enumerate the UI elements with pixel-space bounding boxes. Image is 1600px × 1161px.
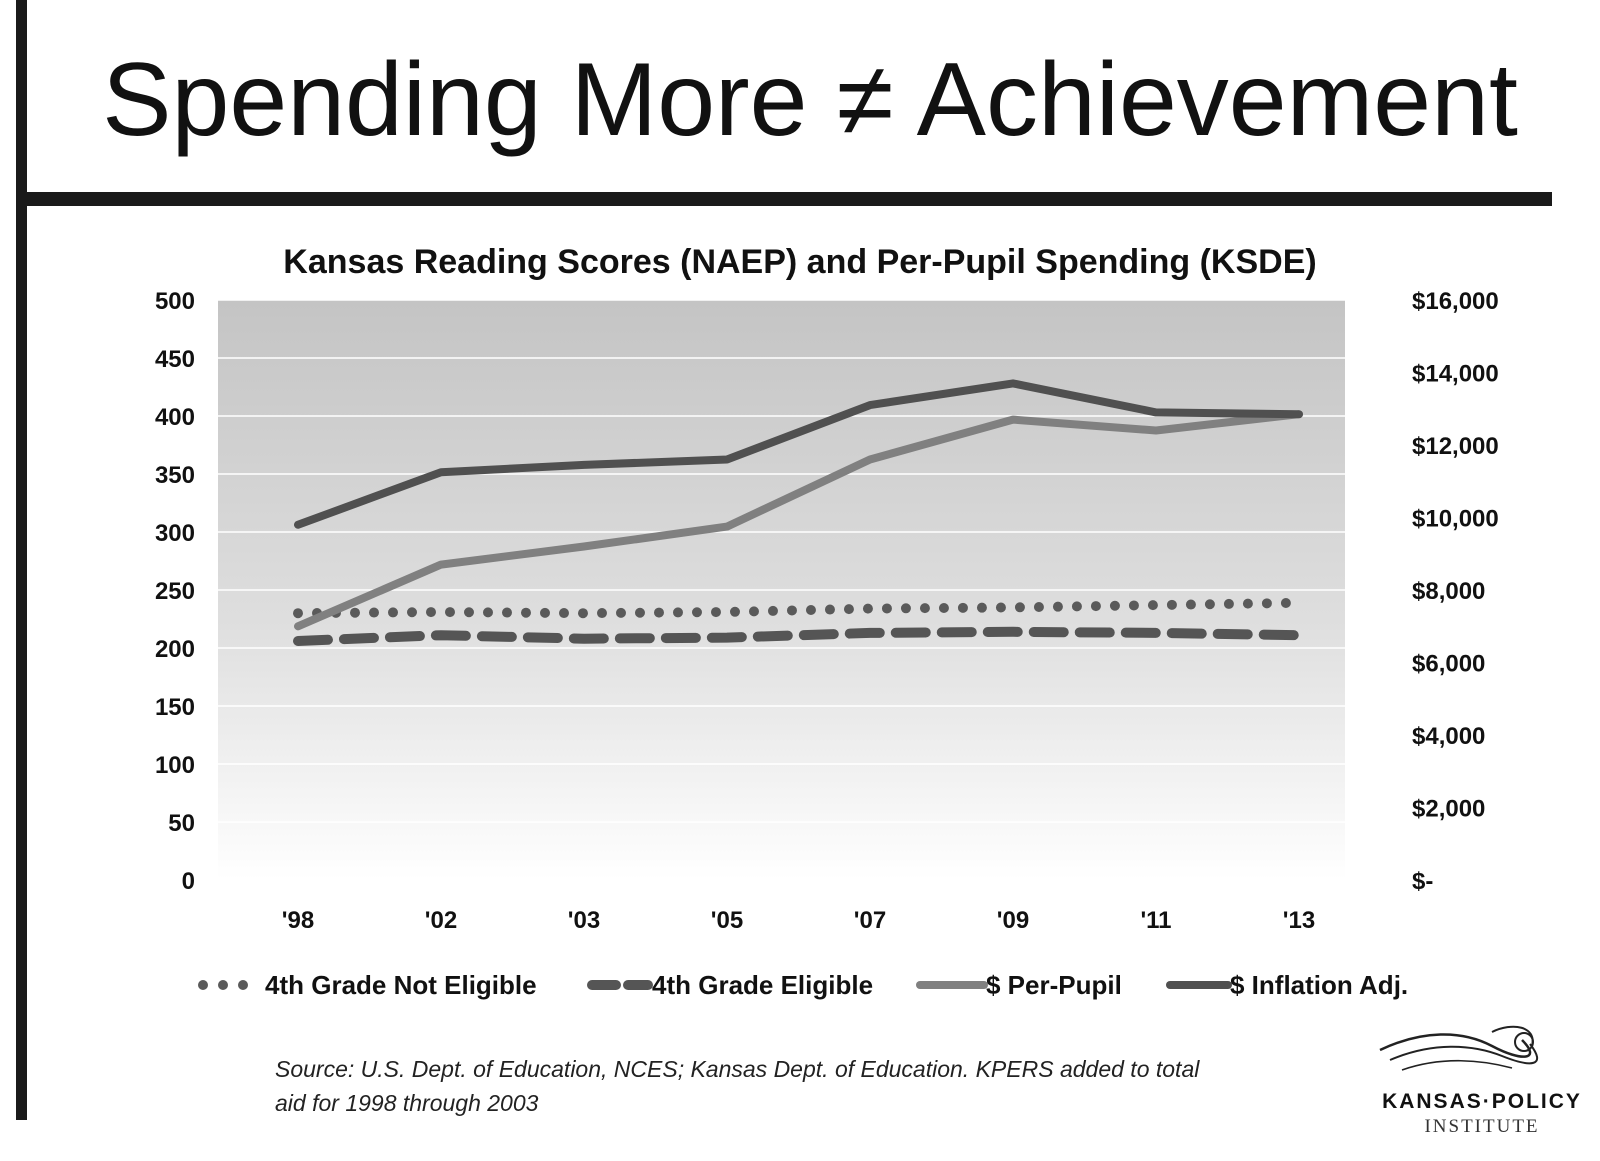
y-left-tick-label: 450 <box>155 346 195 373</box>
slide-title: Spending More ≠ Achievement <box>102 42 1518 158</box>
x-tick-label: '05 <box>711 907 743 934</box>
legend-label: 4th Grade Not Eligible <box>265 970 537 1000</box>
y-left-tick-label: 50 <box>168 810 195 837</box>
x-tick-label: '07 <box>854 907 886 934</box>
y-left-tick-label: 0 <box>182 868 195 895</box>
x-tick-label: '11 <box>1140 907 1171 934</box>
y-left-tick-label: 350 <box>155 462 195 489</box>
series-line-inflation-adj <box>294 379 1303 529</box>
series-line-4th-grade-eligible <box>293 626 1304 646</box>
x-tick-label: '09 <box>997 907 1029 934</box>
series-line-per-pupil <box>294 410 1303 631</box>
chart-title: Kansas Reading Scores (NAEP) and Per-Pup… <box>283 243 1317 281</box>
y-right-tick-label: $16,000 <box>1412 288 1499 315</box>
y-right-tick-label: $10,000 <box>1412 506 1499 533</box>
source-note-line-2: aid for 1998 through 2003 <box>275 1090 539 1116</box>
x-tick-label: '03 <box>568 907 600 934</box>
y-left-tick-label: 300 <box>155 520 195 547</box>
y-left-tick-label: 200 <box>155 636 195 663</box>
legend-label: $ Per-Pupil <box>986 970 1122 1000</box>
y-right-tick-label: $4,000 <box>1412 723 1485 750</box>
source-note: Source: U.S. Dept. of Education, NCES; K… <box>275 1052 1255 1120</box>
y-right-tick-label: $2,000 <box>1412 796 1485 823</box>
y-right-tick-label: $12,000 <box>1412 433 1499 460</box>
y-left-tick-label: 150 <box>155 694 195 721</box>
series-line-4th-grade-not-eligible <box>293 597 1304 619</box>
y-left-tick-label: 100 <box>155 752 195 779</box>
y-right-tick-label: $8,000 <box>1412 578 1485 605</box>
legend-label: 4th Grade Eligible <box>652 970 873 1000</box>
y-left-tick-label: 400 <box>155 404 195 431</box>
y-left-tick-label: 500 <box>155 288 195 315</box>
logo-text-kansas-policy: KANSAS·POLICY <box>1382 1090 1582 1113</box>
y-left-tick-label: 250 <box>155 578 195 605</box>
left-border-bar <box>16 0 27 1120</box>
x-tick-label: '98 <box>282 907 314 934</box>
logo-text-institute: INSTITUTE <box>1424 1116 1540 1137</box>
x-tick-label: '13 <box>1283 907 1315 934</box>
logo-swoosh-icon <box>1379 1025 1538 1071</box>
x-tick-label: '02 <box>425 907 457 934</box>
y-right-tick-label: $- <box>1412 868 1433 895</box>
kansas-policy-institute-logo: KANSAS·POLICY INSTITUTE <box>1372 1020 1592 1145</box>
source-note-line-1: Source: U.S. Dept. of Education, NCES; K… <box>275 1056 1200 1082</box>
legend-label: $ Inflation Adj. <box>1230 970 1408 1000</box>
y-right-tick-label: $14,000 <box>1412 361 1499 388</box>
title-rule <box>27 192 1552 206</box>
y-right-tick-label: $6,000 <box>1412 651 1485 678</box>
